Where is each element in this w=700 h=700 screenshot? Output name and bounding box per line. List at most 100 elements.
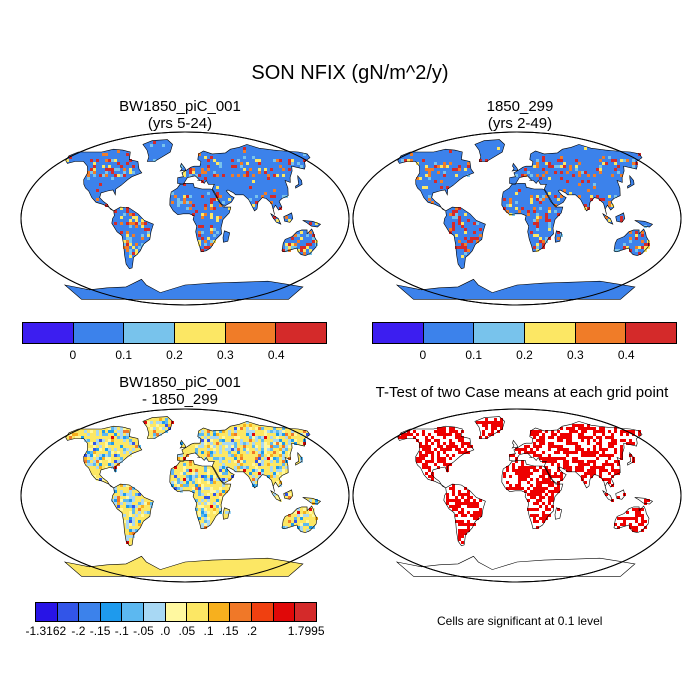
grid-cell	[518, 451, 521, 454]
grid-cell	[189, 469, 192, 472]
grid-cell	[458, 246, 461, 249]
grid-cell	[425, 165, 428, 168]
grid-cell	[503, 472, 506, 475]
colorbar-tick-label: 0.3	[566, 348, 584, 362]
grid-cell	[626, 246, 629, 249]
colorbar-swatch	[144, 603, 166, 621]
grid-cell	[545, 514, 548, 517]
grid-cell	[315, 222, 318, 225]
grid-cell	[533, 165, 536, 168]
grid-cell	[551, 460, 554, 463]
grid-cell	[440, 445, 443, 448]
grid-cell	[476, 222, 479, 225]
grid-cell	[611, 466, 614, 469]
grid-cell	[581, 463, 584, 466]
grid-cell	[620, 159, 623, 162]
grid-cell	[195, 475, 198, 478]
grid-cell	[270, 448, 273, 451]
grid-cell	[548, 228, 551, 231]
grid-cell	[219, 162, 222, 165]
grid-cell	[623, 517, 626, 520]
grid-cell	[255, 448, 258, 451]
grid-cell	[515, 469, 518, 472]
grid-cell	[587, 189, 590, 192]
grid-cell	[120, 433, 123, 436]
grid-cell	[207, 159, 210, 162]
grid-cell	[458, 448, 461, 451]
grid-cell	[111, 177, 114, 180]
grid-cell	[276, 460, 279, 463]
grid-cell	[404, 433, 407, 436]
grid-cell	[545, 508, 548, 511]
grid-cell	[641, 514, 644, 517]
grid-cell	[602, 156, 605, 159]
grid-cell	[303, 508, 306, 511]
grid-cell	[602, 198, 605, 201]
grid-cell	[300, 249, 303, 252]
grid-cell	[611, 475, 614, 478]
grid-cell	[138, 502, 141, 505]
grid-cell	[183, 201, 186, 204]
grid-cell	[539, 216, 542, 219]
grid-cell	[288, 442, 291, 445]
grid-cell	[629, 231, 632, 234]
grid-cell	[93, 171, 96, 174]
grid-cell	[294, 243, 297, 246]
grid-cell	[644, 520, 647, 523]
grid-cell	[213, 430, 216, 433]
grid-cell	[201, 195, 204, 198]
grid-cell	[180, 481, 183, 484]
grid-cell	[288, 514, 291, 517]
grid-cell	[560, 165, 563, 168]
grid-cell	[575, 466, 578, 469]
grid-cell	[452, 505, 455, 508]
grid-cell	[174, 481, 177, 484]
grid-cell	[620, 174, 623, 177]
grid-cell	[536, 484, 539, 487]
grid-cell	[288, 168, 291, 171]
grid-cell	[303, 249, 306, 252]
grid-cell	[135, 225, 138, 228]
grid-cell	[467, 174, 470, 177]
grid-cell	[527, 451, 530, 454]
grid-cell	[204, 496, 207, 499]
grid-cell	[114, 499, 117, 502]
grid-cell	[111, 439, 114, 442]
coastline	[397, 425, 475, 489]
panel-title-line2: (yrs 5-24)	[147, 115, 213, 132]
grid-cell	[282, 195, 285, 198]
grid-cell	[452, 454, 455, 457]
grid-cell	[129, 213, 132, 216]
panel-title-line2: - 1850_299	[142, 391, 218, 408]
grid-cell	[539, 198, 542, 201]
grid-cell	[198, 490, 201, 493]
grid-cell	[240, 463, 243, 466]
grid-cell	[237, 451, 240, 454]
grid-cell	[93, 168, 96, 171]
grid-cell	[126, 237, 129, 240]
grid-cell	[120, 231, 123, 234]
grid-cell	[482, 421, 485, 424]
coastline	[511, 439, 519, 449]
grid-cell	[446, 496, 449, 499]
grid-cell	[210, 445, 213, 448]
colorbar-swatch	[175, 323, 226, 343]
colorbar-tick-label: 0.4	[617, 348, 635, 362]
grid-cell	[533, 520, 536, 523]
grid-cell	[629, 454, 632, 457]
grid-cell	[575, 168, 578, 171]
grid-cell	[219, 460, 222, 463]
grid-cell	[183, 457, 186, 460]
grid-cell	[464, 529, 467, 532]
grid-cell	[557, 213, 560, 216]
grid-cell	[87, 171, 90, 174]
grid-cell	[431, 168, 434, 171]
grid-cell	[201, 430, 204, 433]
grid-cell	[117, 451, 120, 454]
grid-cell	[536, 433, 539, 436]
grid-cell	[222, 466, 225, 469]
grid-cell	[617, 463, 620, 466]
grid-cell	[530, 451, 533, 454]
grid-cell	[117, 502, 120, 505]
coastline	[270, 489, 282, 502]
